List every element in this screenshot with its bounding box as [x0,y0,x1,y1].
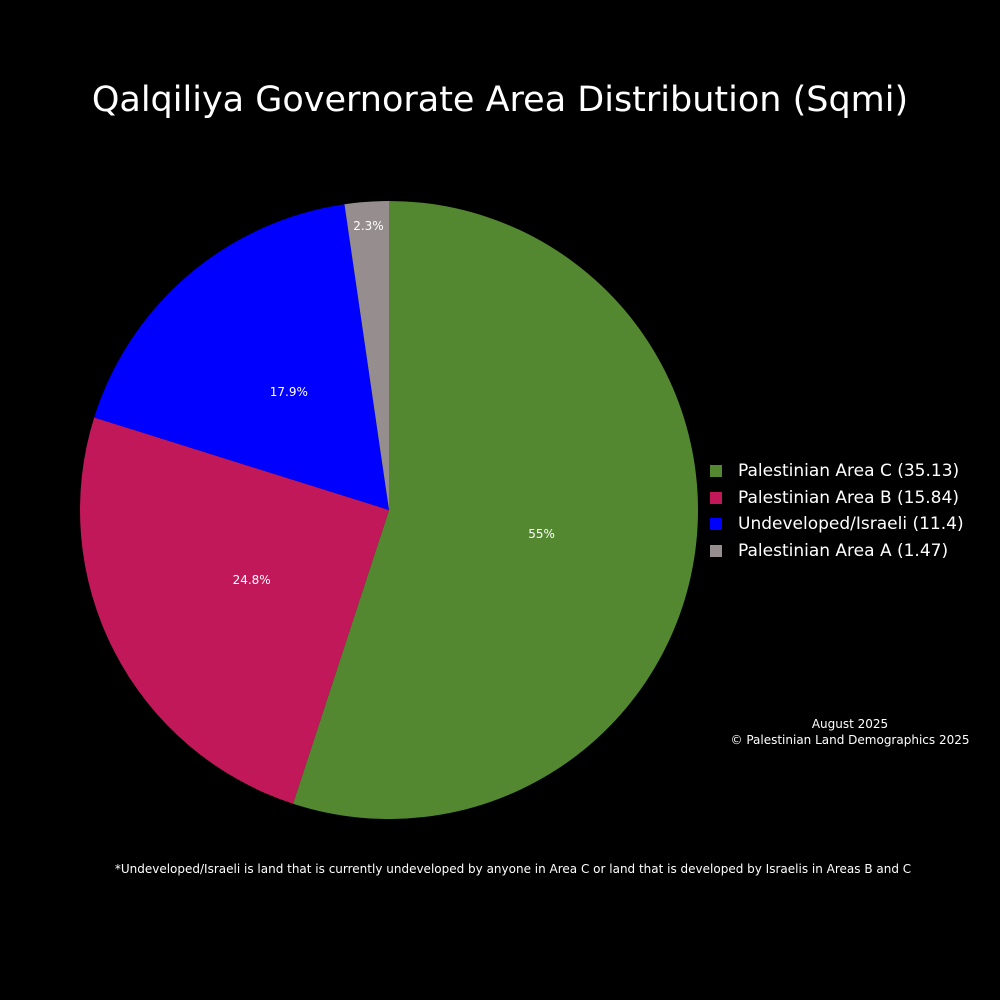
pie-slice-area-a[interactable] [344,201,389,510]
pie-slice-area-b[interactable] [80,417,390,804]
pie-percent-label-undeveloped-israeli: 17.9% [270,385,308,399]
legend-swatch-area-a [710,544,722,557]
legend-swatch-undeveloped-israeli [710,518,722,531]
pie-percent-label-area-b: 24.8% [233,573,271,587]
legend-label-area-a: Palestinian Area A (1.47) [738,540,949,561]
pie-percent-label-area-a: 2.3% [353,219,384,233]
pie-slices [80,201,698,819]
legend-item-undeveloped-israeli[interactable]: Undeveloped/Israeli (11.4) [710,511,964,538]
date-annotation: August 2025 [811,717,889,731]
legend-item-area-a[interactable]: Palestinian Area A (1.47) [710,538,964,565]
pie-percent-label-area-c: 55% [528,527,555,541]
legend: Palestinian Area C (35.13) Palestinian A… [710,458,964,564]
pie-percent-labels: 55% 24.8% 17.9% 2.3% [233,219,555,587]
legend-swatch-area-c [710,465,722,478]
legend-item-area-b[interactable]: Palestinian Area B (15.84) [710,485,964,512]
legend-swatch-area-b [710,491,722,504]
legend-label-area-b: Palestinian Area B (15.84) [738,487,959,508]
legend-label-area-c: Palestinian Area C (35.13) [738,461,960,482]
copyright-annotation: © Palestinian Land Demographics 2025 [730,733,970,747]
legend-label-undeveloped-israeli: Undeveloped/Israeli (11.4) [738,514,964,535]
chart-title: Qalqiliya Governorate Area Distribution … [91,80,909,120]
footnote: *Undeveloped/Israeli is land that is cur… [114,862,912,876]
pie-slice-area-c[interactable] [292,201,698,819]
pie-slice-undeveloped-israeli[interactable] [94,204,389,511]
legend-item-area-c[interactable]: Palestinian Area C (35.13) [710,458,964,485]
